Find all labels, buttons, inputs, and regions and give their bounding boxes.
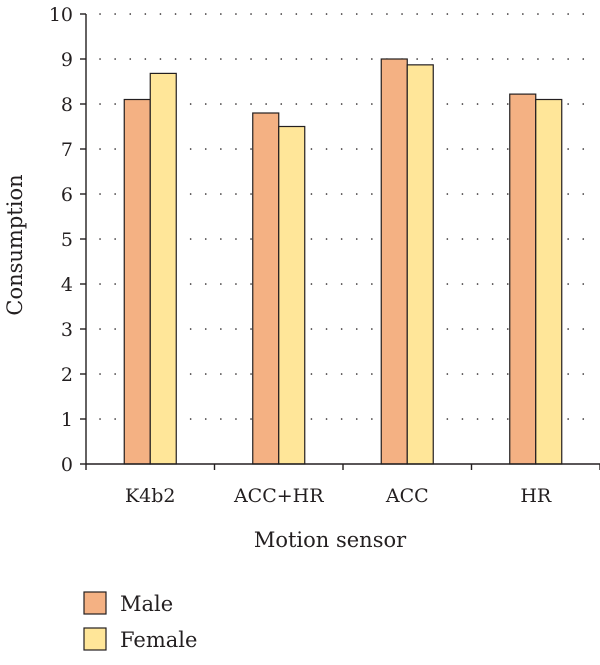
bar-female-hr: [535, 98, 563, 465]
x-tick-label: ACC: [385, 485, 429, 507]
y-tick-label: 2: [61, 364, 73, 386]
bar-male-acc: [380, 58, 408, 465]
axes: [80, 13, 600, 470]
bars: [123, 58, 563, 465]
y-tick-label: 5: [61, 229, 73, 251]
legend-label-female: Female: [120, 628, 197, 652]
legend-swatch-female: [83, 627, 107, 651]
bar-female-acc: [406, 64, 434, 465]
bar-male-k4b2: [123, 98, 151, 465]
x-tick-label: K4b2: [125, 485, 176, 507]
y-tick-label: 9: [61, 49, 73, 71]
legend-label-male: Male: [120, 592, 173, 616]
bar-male-acc-hr: [252, 112, 280, 465]
legend: Male Female: [83, 591, 197, 652]
y-tick-label: 3: [61, 319, 73, 341]
y-tick-label: 10: [49, 4, 73, 26]
y-tick-label: 4: [61, 274, 73, 296]
legend-swatch-male: [83, 591, 107, 615]
x-tick-label: HR: [520, 485, 552, 507]
x-axis-title: Motion sensor: [254, 528, 407, 552]
x-tick-label: ACC+HR: [233, 485, 324, 507]
y-tick-label: 1: [61, 409, 73, 431]
bar-male-hr: [509, 93, 537, 465]
y-tick-label: 7: [61, 139, 73, 161]
y-axis-title: Consumption: [3, 174, 27, 315]
y-tick-label: 6: [61, 184, 73, 206]
bar-female-k4b2: [149, 72, 177, 465]
y-tick-label: 8: [61, 94, 73, 116]
y-tick-label: 0: [61, 454, 73, 476]
y-tick-labels: 0 1 2 3 4 5 6 7 8 9 10: [49, 4, 73, 476]
x-tick-labels: K4b2 ACC+HR ACC HR: [125, 485, 552, 507]
bar-female-acc-hr: [278, 125, 306, 465]
